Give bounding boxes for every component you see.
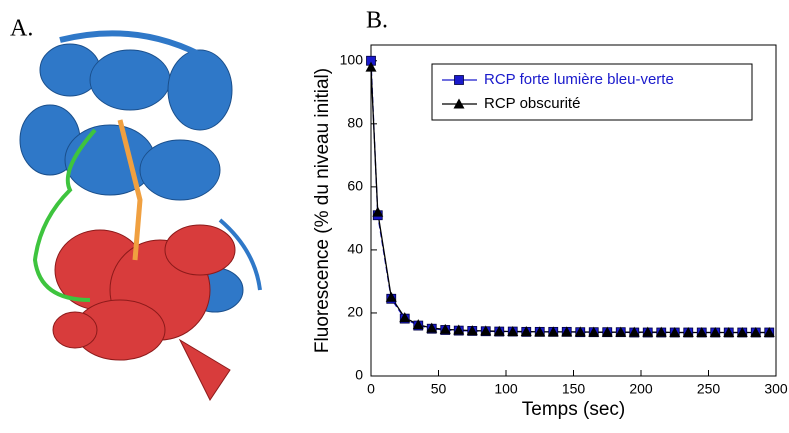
marker — [642, 326, 654, 337]
marker — [493, 325, 505, 336]
legend: RCP forte lumière bleu-verte RCP obscurit… — [431, 63, 753, 121]
legend-label: RCP forte lumière bleu-verte — [484, 71, 674, 88]
y-axis-label: Fluorescence (% du niveau initial) — [312, 68, 333, 353]
x-tick-label: 150 — [562, 381, 586, 397]
legend-marker — [454, 75, 464, 85]
marker — [480, 325, 492, 336]
y-tick-label: 20 — [347, 304, 363, 320]
x-axis-label: Temps (sec) — [522, 399, 625, 420]
marker — [574, 326, 586, 337]
marker — [628, 326, 640, 337]
marker — [412, 319, 424, 330]
marker — [709, 326, 721, 337]
marker — [507, 326, 519, 337]
marker — [466, 325, 478, 336]
marker — [750, 326, 762, 337]
marker — [561, 326, 573, 337]
panel-label: A. — [10, 16, 33, 42]
marker — [372, 206, 384, 217]
marker — [439, 323, 451, 334]
marker — [615, 326, 627, 337]
marker — [588, 326, 600, 337]
marker — [763, 326, 775, 337]
x-tick-label: 50 — [431, 381, 447, 397]
protein-structure — [19, 30, 262, 401]
y-tick-label: 100 — [340, 51, 364, 67]
y-tick-label: 40 — [347, 241, 363, 257]
marker — [453, 324, 465, 335]
marker — [655, 326, 667, 337]
legend-label: RCP obscurité — [484, 95, 580, 112]
x-tick-label: 300 — [764, 381, 788, 397]
marker — [682, 326, 694, 337]
marker — [669, 326, 681, 337]
marker — [399, 312, 411, 323]
marker — [547, 326, 559, 337]
marker — [736, 326, 748, 337]
marker — [365, 61, 377, 72]
marker — [520, 326, 532, 337]
y-tick-label: 60 — [347, 178, 363, 194]
marker — [723, 326, 735, 337]
marker — [696, 326, 708, 337]
x-tick-label: 100 — [494, 381, 518, 397]
legend-marker — [453, 98, 465, 109]
x-tick-label: 250 — [697, 381, 721, 397]
y-tick-label: 0 — [355, 367, 363, 383]
legend-box — [431, 63, 753, 121]
y-tick-label: 80 — [347, 115, 363, 131]
marker — [385, 291, 397, 302]
marker — [601, 326, 613, 337]
marker — [426, 322, 438, 333]
panel-label: B. — [366, 8, 388, 34]
x-tick-label: 0 — [367, 381, 375, 397]
marker — [534, 326, 546, 337]
x-tick-label: 200 — [629, 381, 653, 397]
